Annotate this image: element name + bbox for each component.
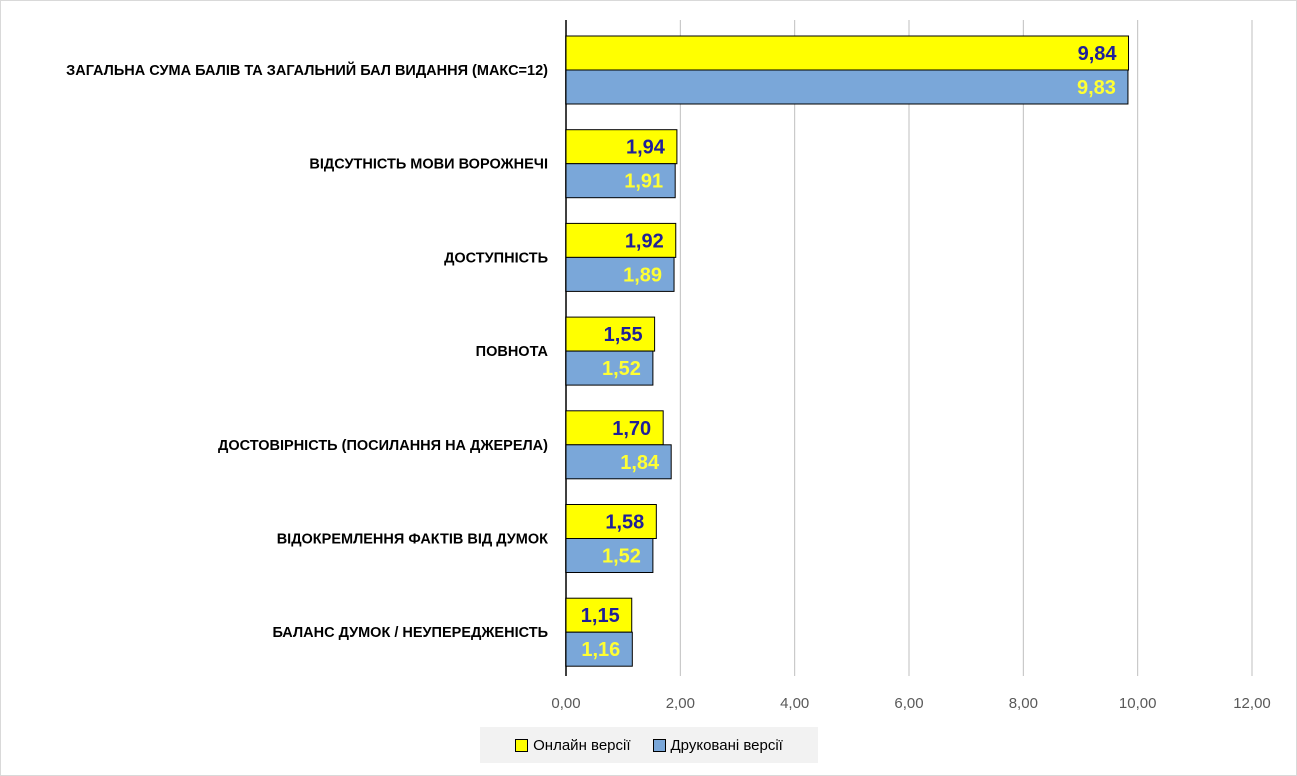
legend-label-print: Друковані версії [670,736,783,754]
category-label: ЗАГАЛЬНА СУМА БАЛІВ ТА ЗАГАЛЬНИЙ БАЛ ВИД… [66,61,548,79]
bar-print [565,444,672,480]
legend-label-online: Онлайн версії [533,736,631,754]
data-label-print: 1,89 [623,264,662,286]
data-label-online: 9,84 [1078,43,1118,65]
data-label-online: 1,15 [581,605,620,627]
bar-print [565,538,654,573]
bar-online [565,597,633,633]
data-label-online: 1,70 [612,418,651,440]
data-label-print: 1,16 [581,639,620,661]
data-label-print: 1,52 [602,546,641,568]
data-label-print: 1,52 [602,358,641,380]
bar-print [565,69,1129,105]
x-tick-label: 0,00 [551,695,580,712]
data-labels: 9,84 9,83 1,94 1,91 1,92 1,89 1,55 1,52 1,70 1,84… [581,43,1118,661]
data-label-print: 1,84 [620,452,660,474]
bar-print [565,256,675,292]
bar-online [565,316,656,352]
category-label: ДОСТУПНІСТЬ [444,250,548,266]
legend-swatch-online [515,738,529,752]
bars [565,35,1130,667]
category-label: ВІДСУТНІСТЬ МОВИ ВОРОЖНЕЧІ [309,157,548,173]
legend-swatch-print [652,738,666,752]
data-label-online: 1,58 [605,512,644,534]
bar-online [565,504,657,539]
x-tick-label: 4,00 [780,695,809,712]
x-tick-label: 6,00 [894,695,923,712]
legend-item-online: Онлайн версії [515,736,631,754]
bar-online [565,222,677,258]
category-label: БАЛАНС ДУМОК / НЕУПЕРЕДЖЕНІСТЬ [272,625,548,641]
category-labels: ЗАГАЛЬНА СУМА БАЛІВ ТА ЗАГАЛЬНИЙ БАЛ ВИД… [66,61,548,641]
x-tick-label: 2,00 [666,695,695,712]
bar-print [565,631,633,667]
bar-print [565,163,676,199]
bar-online [565,129,678,165]
data-label-print: 1,91 [624,171,663,193]
x-tick-label: 12,00 [1233,695,1271,712]
bar-print [565,350,654,386]
gridlines [565,20,1253,676]
x-tick-label: 8,00 [1009,695,1038,712]
legend: Онлайн версії Друковані версії [480,727,818,763]
data-label-online: 1,92 [625,230,664,252]
data-label-print: 9,83 [1077,77,1116,99]
category-label: ПОВНОТА [476,344,549,360]
category-label: ВІДОКРЕМЛЕННЯ ФАКТІВ ВІД ДУМОК [277,532,548,548]
x-tick-label: 10,00 [1119,695,1157,712]
data-label-online: 1,94 [626,137,666,159]
bar-online [565,35,1130,71]
bar-online [565,410,664,446]
data-label-online: 1,55 [604,324,643,346]
x-axis-tick-labels: 0,00 2,00 4,00 6,00 8,00 10,00 12,00 [551,695,1270,712]
legend-item-print: Друковані версії [652,736,783,754]
category-label: ДОСТОВІРНІСТЬ (ПОСИЛАННЯ НА ДЖЕРЕЛА) [218,438,548,454]
